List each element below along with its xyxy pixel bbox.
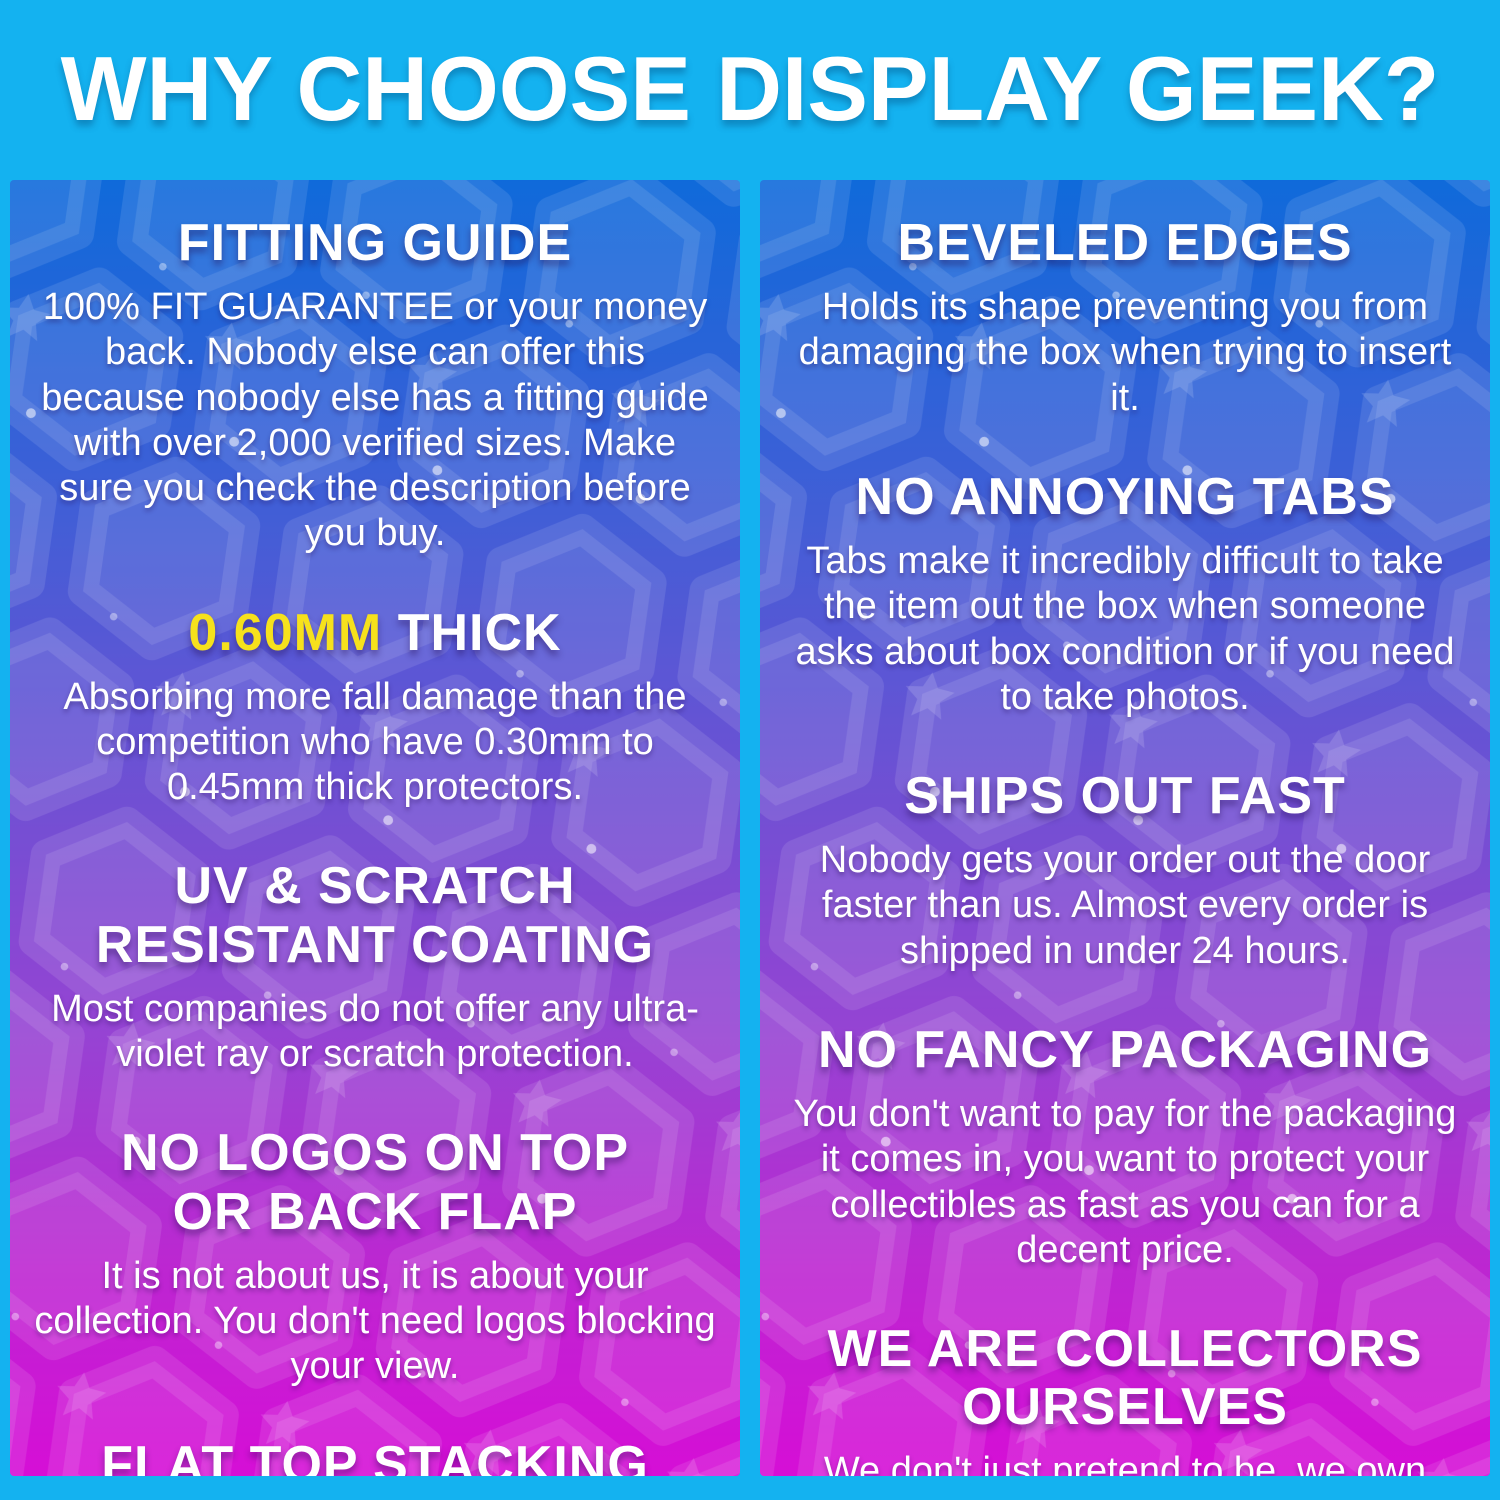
section-no-logos: NO LOGOS ON TOP OR BACK FLAP It is not a…	[34, 1124, 716, 1389]
right-panel: BEVELED EDGES Holds its shape preventing…	[760, 180, 1490, 1476]
section-no-fancy-packaging: NO FANCY PACKAGING You don't want to pay…	[784, 1021, 1466, 1273]
section-body: You don't want to pay for the packaging …	[793, 1093, 1457, 1271]
left-panel-content: FITTING GUIDE 100% FIT GUARANTEE or your…	[10, 180, 740, 1476]
section-heading: BEVELED EDGES	[897, 214, 1353, 272]
section-body: Tabs make it incredibly difficult to tak…	[795, 540, 1455, 718]
section-fitting-guide: FITTING GUIDE 100% FIT GUARANTEE or your…	[34, 214, 716, 557]
right-panel-content: BEVELED EDGES Holds its shape preventing…	[760, 180, 1490, 1476]
thickness-label: THICK	[382, 603, 562, 662]
header: WHY CHOOSE DISPLAY GEEK?	[0, 0, 1500, 180]
section-heading: UV & SCRATCH RESISTANT COATING	[95, 857, 655, 974]
section-heading: NO ANNOYING TABS	[855, 467, 1395, 526]
page-title: WHY CHOOSE DISPLAY GEEK?	[60, 39, 1440, 140]
section-uv-scratch-coating: UV & SCRATCH RESISTANT COATING Most comp…	[34, 857, 716, 1077]
section-heading: FITTING GUIDE	[177, 214, 573, 272]
section-thickness: 0.60MM THICK Absorbing more fall damage …	[34, 604, 716, 811]
hexagon-pattern-background	[10, 180, 740, 1476]
section-flat-top-stacking: FLAT TOP STACKING No bubbled sides and l…	[34, 1436, 716, 1476]
section-ships-out-fast: SHIPS OUT FAST Nobody gets your order ou…	[784, 767, 1466, 974]
section-collectors-ourselves: WE ARE COLLECTORS OURSELVES We don't jus…	[784, 1320, 1466, 1476]
feature-columns: FITTING GUIDE 100% FIT GUARANTEE or your…	[0, 180, 1500, 1488]
section-body: Absorbing more fall damage than the comp…	[63, 675, 687, 809]
section-body: Nobody gets your order out the door fast…	[819, 839, 1431, 972]
section-heading: WE ARE COLLECTORS OURSELVES	[827, 1320, 1423, 1437]
section-body: We don't just pretend to be, we own over…	[823, 1450, 1427, 1476]
section-heading: NO LOGOS ON TOP OR BACK FLAP	[120, 1124, 630, 1241]
section-body: It is not about us, it is about your col…	[34, 1254, 716, 1388]
hexagon-pattern-background	[760, 180, 1490, 1476]
section-beveled-edges: BEVELED EDGES Holds its shape preventing…	[784, 214, 1466, 421]
section-heading: 0.60MM THICK	[34, 604, 716, 662]
section-body: Holds its shape preventing you from dama…	[798, 286, 1452, 419]
left-panel: FITTING GUIDE 100% FIT GUARANTEE or your…	[10, 180, 740, 1476]
section-body: Most companies do not offer any ultra-vi…	[51, 987, 699, 1076]
section-no-annoying-tabs: NO ANNOYING TABS Tabs make it incredibly…	[784, 468, 1466, 720]
section-heading: SHIPS OUT FAST	[904, 767, 1346, 825]
section-heading: FLAT TOP STACKING	[101, 1436, 649, 1476]
section-heading: NO FANCY PACKAGING	[817, 1020, 1433, 1079]
section-body: 100% FIT GUARANTEE or your money back. N…	[41, 286, 709, 555]
thickness-value: 0.60MM	[188, 603, 383, 662]
